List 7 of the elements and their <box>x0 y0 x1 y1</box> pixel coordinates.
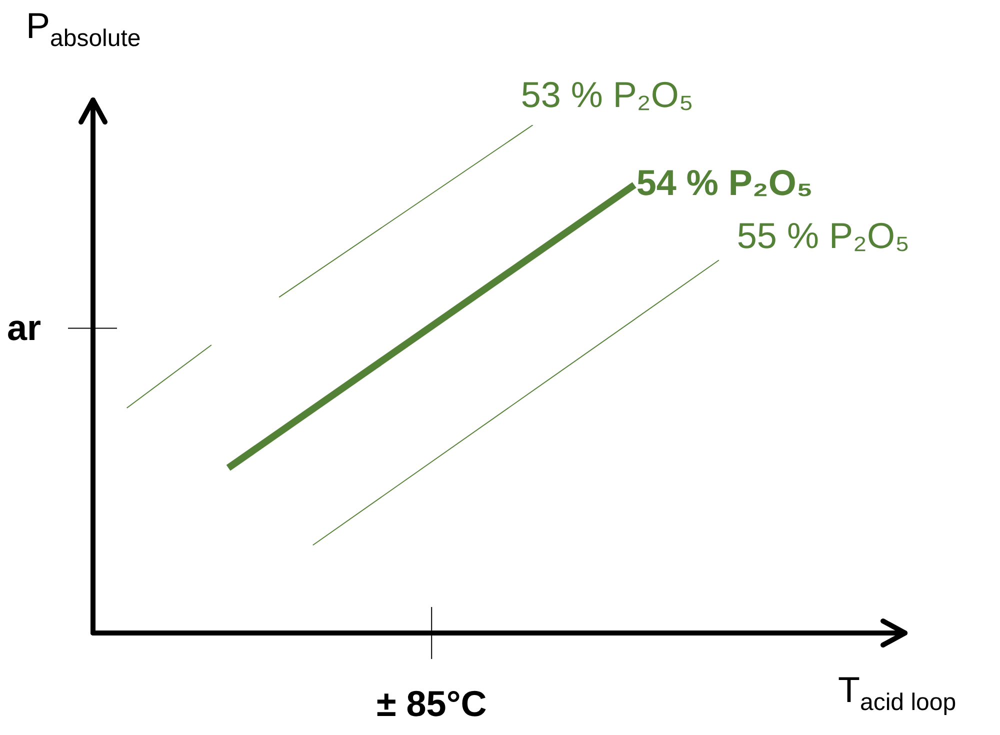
x-axis-title: T$_{acid loop}$ <box>838 669 956 716</box>
series-label: 55 % P₂O₅ <box>736 215 910 256</box>
series-label: 54 % P₂O₅ <box>636 162 813 203</box>
y-axis-title: P$_{absolute}$ <box>26 5 141 52</box>
series-label: 53 % P₂O₅ <box>520 74 694 115</box>
text: ar <box>6 307 41 348</box>
text: ± 85°C <box>376 682 487 724</box>
